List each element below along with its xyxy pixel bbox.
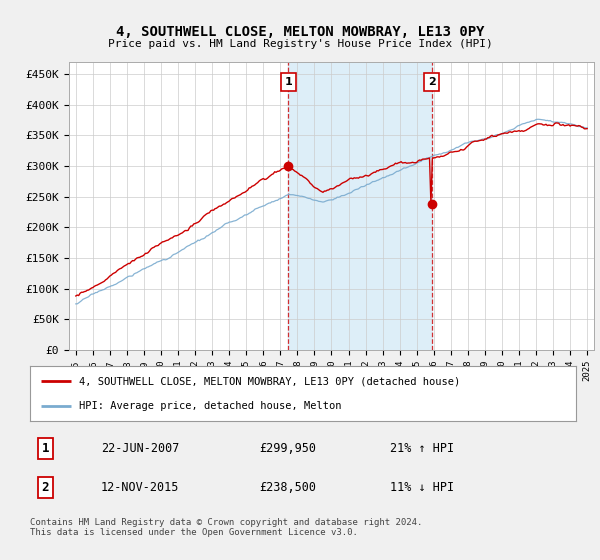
Text: 22-JUN-2007: 22-JUN-2007 xyxy=(101,441,179,455)
Text: 4, SOUTHWELL CLOSE, MELTON MOWBRAY, LE13 0PY: 4, SOUTHWELL CLOSE, MELTON MOWBRAY, LE13… xyxy=(116,26,484,39)
Text: £299,950: £299,950 xyxy=(259,441,316,455)
Text: 1: 1 xyxy=(41,441,49,455)
Text: 21% ↑ HPI: 21% ↑ HPI xyxy=(391,441,454,455)
Text: 12-NOV-2015: 12-NOV-2015 xyxy=(101,480,179,494)
Text: Price paid vs. HM Land Registry's House Price Index (HPI): Price paid vs. HM Land Registry's House … xyxy=(107,39,493,49)
Text: Contains HM Land Registry data © Crown copyright and database right 2024.
This d: Contains HM Land Registry data © Crown c… xyxy=(30,518,422,538)
Text: £238,500: £238,500 xyxy=(259,480,316,494)
Text: HPI: Average price, detached house, Melton: HPI: Average price, detached house, Melt… xyxy=(79,402,341,411)
Text: 4, SOUTHWELL CLOSE, MELTON MOWBRAY, LE13 0PY (detached house): 4, SOUTHWELL CLOSE, MELTON MOWBRAY, LE13… xyxy=(79,376,460,386)
Bar xyxy=(289,62,431,350)
Text: 2: 2 xyxy=(41,480,49,494)
Text: 11% ↓ HPI: 11% ↓ HPI xyxy=(391,480,454,494)
Text: 1: 1 xyxy=(284,77,292,87)
Text: 2: 2 xyxy=(428,77,436,87)
